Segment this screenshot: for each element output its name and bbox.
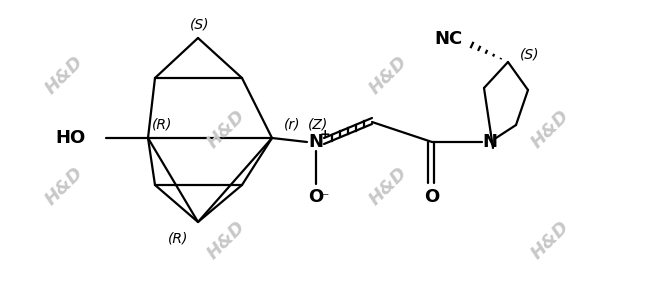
Text: HO: HO	[56, 129, 86, 147]
Text: O: O	[424, 188, 439, 206]
Text: H&D: H&D	[204, 218, 249, 262]
Text: H&D: H&D	[528, 218, 573, 262]
Text: N: N	[483, 133, 498, 151]
Text: H&D: H&D	[42, 52, 87, 98]
Text: (r): (r)	[284, 117, 300, 131]
Text: H&D: H&D	[366, 164, 411, 208]
Text: H&D: H&D	[366, 52, 411, 98]
Text: (R): (R)	[152, 118, 172, 132]
Text: ⁻: ⁻	[321, 191, 329, 205]
Text: (S): (S)	[191, 17, 210, 31]
Text: H&D: H&D	[204, 106, 249, 152]
Text: +: +	[319, 128, 330, 142]
Text: N: N	[308, 133, 323, 151]
Text: (R): (R)	[168, 232, 188, 246]
Text: (Z): (Z)	[308, 117, 328, 131]
Text: (S): (S)	[520, 47, 540, 61]
Text: H&D: H&D	[528, 106, 573, 152]
Text: H&D: H&D	[42, 164, 87, 208]
Text: O: O	[308, 188, 323, 206]
Text: NC: NC	[434, 30, 462, 48]
